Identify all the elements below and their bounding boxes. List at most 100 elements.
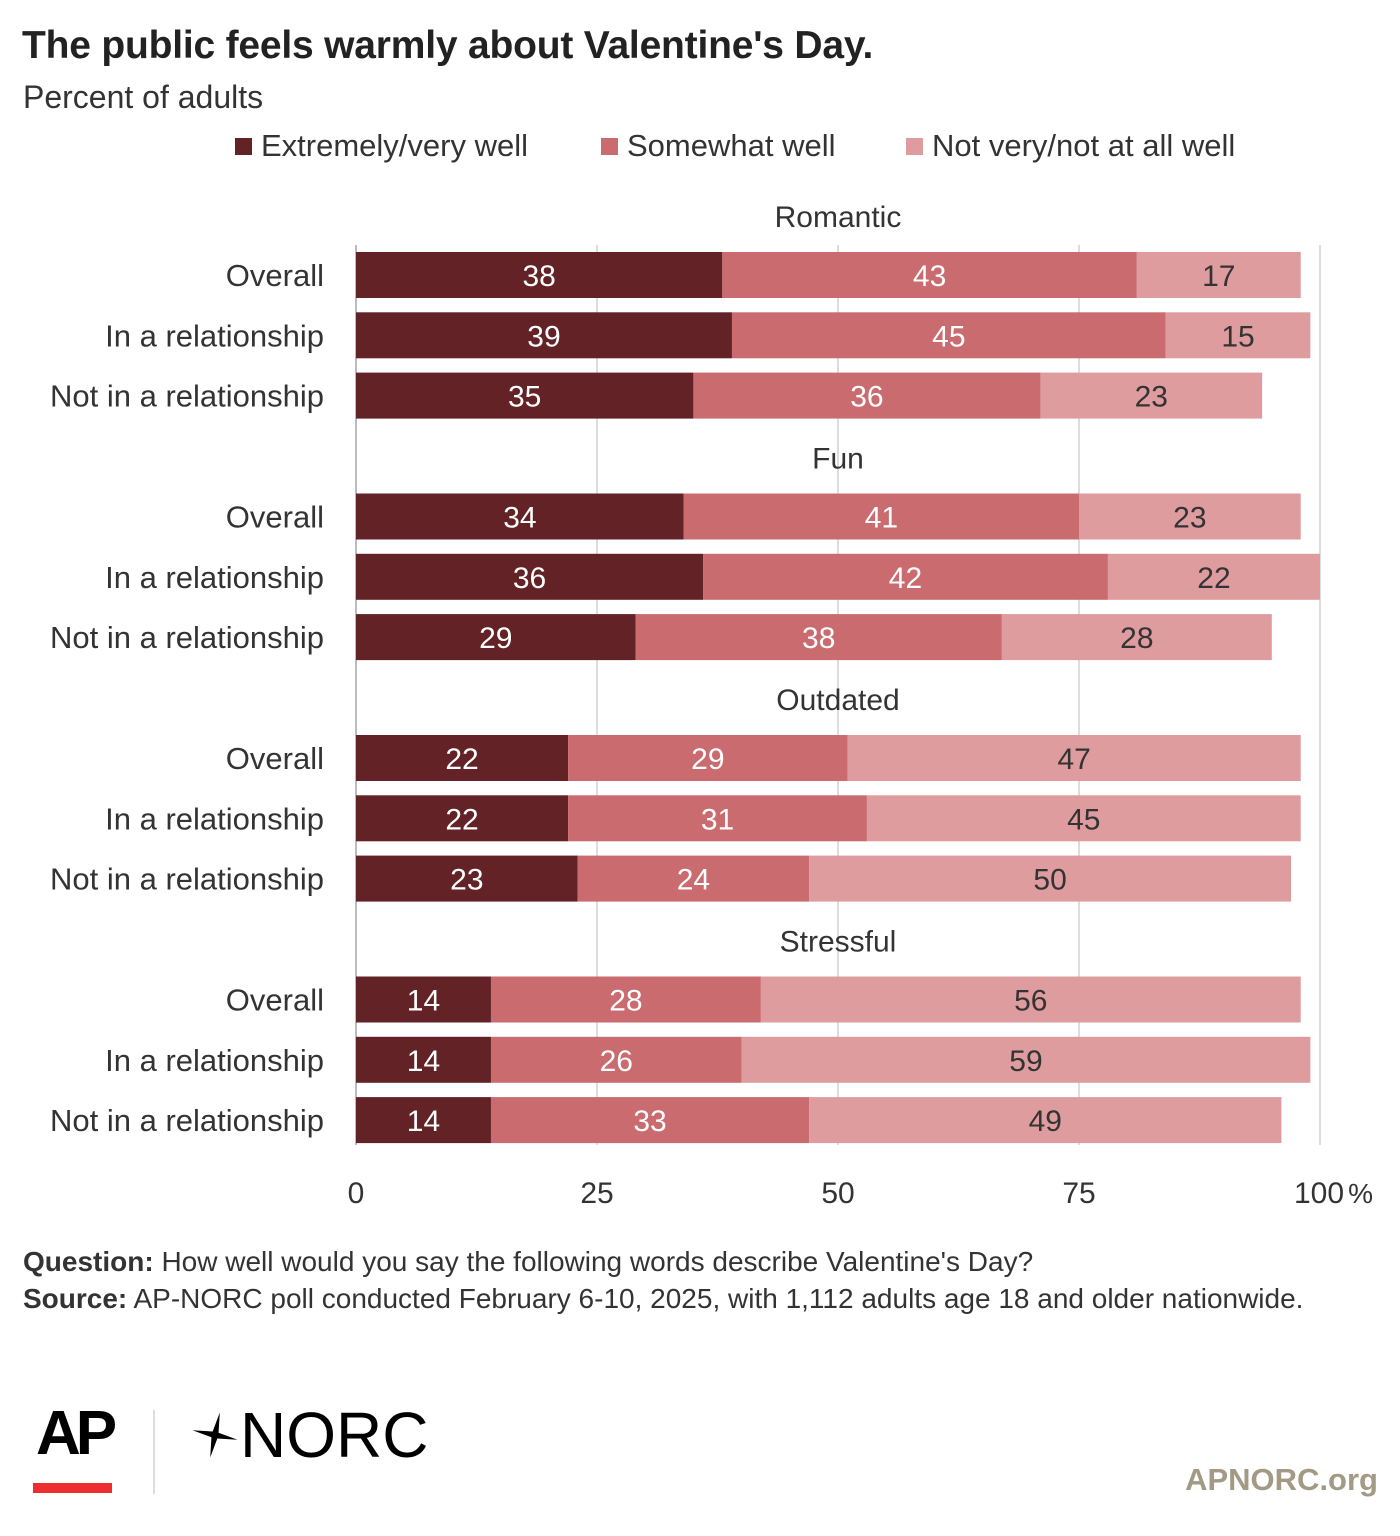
bar-segment bbox=[356, 976, 491, 1023]
data-label: 23 bbox=[1173, 502, 1206, 535]
data-label: 29 bbox=[691, 743, 724, 776]
tick-suffix: % bbox=[1348, 1178, 1373, 1209]
legend-label: Extremely/very well bbox=[261, 128, 528, 163]
data-label: 22 bbox=[445, 803, 478, 836]
bar-segment bbox=[356, 795, 569, 842]
group-title: Romantic bbox=[775, 201, 902, 234]
norc-wordmark: NORC bbox=[240, 1399, 429, 1471]
tick-label: 0 bbox=[348, 1177, 365, 1210]
row-label: Overall bbox=[226, 983, 324, 1018]
bar-segment bbox=[356, 312, 732, 359]
data-label: 17 bbox=[1202, 260, 1235, 293]
group-title: Fun bbox=[812, 443, 864, 476]
norc-logo: NORC bbox=[190, 1400, 428, 1470]
ap-logo-underline bbox=[33, 1483, 112, 1493]
data-label: 14 bbox=[407, 985, 440, 1018]
data-label: 43 bbox=[913, 260, 946, 293]
row-label: In a relationship bbox=[105, 801, 324, 836]
question-text: How well would you say the following wor… bbox=[161, 1246, 1034, 1277]
row-label: Not in a relationship bbox=[50, 379, 324, 414]
data-label: 23 bbox=[1135, 381, 1168, 414]
bar-segment bbox=[731, 312, 1166, 359]
bar-segment bbox=[568, 735, 848, 781]
data-label: 22 bbox=[445, 743, 478, 776]
bar-segment bbox=[577, 855, 810, 902]
bar-segment bbox=[568, 795, 867, 842]
data-label: 36 bbox=[850, 381, 883, 414]
group-title: Stressful bbox=[780, 926, 897, 959]
question-note: Question: How well would you say the fol… bbox=[23, 1243, 1343, 1280]
data-label: 29 bbox=[479, 622, 512, 655]
data-label: 38 bbox=[522, 260, 555, 293]
ap-logo: AP bbox=[36, 1399, 117, 1468]
bar-segment bbox=[356, 372, 694, 419]
data-label: 50 bbox=[1033, 864, 1066, 897]
bar-segment bbox=[635, 614, 1002, 661]
bar-segment bbox=[1079, 493, 1301, 540]
bar-segment bbox=[356, 855, 578, 902]
tick-label: 25 bbox=[580, 1177, 613, 1210]
source-text: AP-NORC poll conducted February 6-10, 20… bbox=[133, 1283, 1304, 1314]
bar-segment bbox=[356, 735, 569, 781]
data-label: 56 bbox=[1014, 985, 1047, 1018]
data-label: 31 bbox=[701, 803, 734, 836]
footnote: Question: How well would you say the fol… bbox=[23, 1243, 1343, 1317]
data-label: 34 bbox=[503, 502, 536, 535]
chart-subtitle: Percent of adults bbox=[23, 79, 264, 115]
legend-swatch bbox=[235, 137, 252, 155]
data-label: 36 bbox=[513, 562, 546, 595]
row-label: In a relationship bbox=[105, 560, 324, 595]
legend-item-not-very-well: Not very/not at all well bbox=[906, 126, 1235, 166]
bar-segment bbox=[809, 855, 1292, 902]
data-label: 26 bbox=[600, 1045, 633, 1078]
bar-segment bbox=[1165, 312, 1311, 359]
data-label: 59 bbox=[1009, 1045, 1042, 1078]
bar-segment bbox=[1040, 372, 1263, 419]
bar-segment bbox=[741, 1036, 1311, 1083]
tick-label: 75 bbox=[1062, 1177, 1095, 1210]
data-label: 23 bbox=[450, 864, 483, 897]
legend-item-extremely-very-well: Extremely/very well bbox=[235, 126, 528, 166]
data-label: 14 bbox=[407, 1045, 440, 1078]
norc-star-icon bbox=[192, 1412, 238, 1458]
bar-segment bbox=[693, 372, 1041, 419]
stacked-bar-chart: Romantic Overall 38 43 17 In a relationship 39… bbox=[50, 201, 1373, 1210]
data-label: 45 bbox=[1067, 803, 1100, 836]
tick-label: 50 bbox=[821, 1177, 854, 1210]
data-label: 39 bbox=[527, 320, 560, 353]
bar-segment bbox=[356, 1036, 491, 1083]
row-label: Overall bbox=[226, 741, 324, 776]
logo-divider bbox=[153, 1410, 155, 1494]
legend-label: Not very/not at all well bbox=[932, 128, 1236, 163]
data-label: 22 bbox=[1197, 562, 1230, 595]
group-title: Outdated bbox=[776, 684, 899, 717]
row-label: Not in a relationship bbox=[50, 862, 324, 897]
legend-item-somewhat-well: Somewhat well bbox=[601, 126, 835, 166]
data-label: 42 bbox=[889, 562, 922, 595]
question-label: Question: bbox=[23, 1246, 154, 1277]
data-label: 33 bbox=[633, 1105, 666, 1138]
bar-segment bbox=[760, 976, 1301, 1023]
legend-swatch bbox=[906, 137, 923, 155]
source-note: Source: AP-NORC poll conducted February … bbox=[23, 1280, 1343, 1317]
data-label: 24 bbox=[677, 864, 710, 897]
legend-swatch bbox=[601, 137, 618, 155]
legend: Extremely/very well Somewhat well Not ve… bbox=[0, 126, 1400, 166]
row-label: Not in a relationship bbox=[50, 620, 324, 655]
bar-segment bbox=[356, 1097, 491, 1144]
bar-segment bbox=[356, 252, 723, 298]
data-label: 47 bbox=[1057, 743, 1090, 776]
data-label: 35 bbox=[508, 381, 541, 414]
bar-segment bbox=[847, 735, 1301, 781]
data-label: 41 bbox=[865, 502, 898, 535]
bar-segment bbox=[356, 553, 704, 600]
bar-segment bbox=[722, 252, 1137, 298]
row-label: Overall bbox=[226, 500, 324, 535]
bar-segment bbox=[703, 553, 1108, 600]
data-label: 14 bbox=[407, 1105, 440, 1138]
row-label: Not in a relationship bbox=[50, 1103, 324, 1138]
bar-segment bbox=[1136, 252, 1301, 298]
bar-segment bbox=[809, 1097, 1282, 1144]
row-label: In a relationship bbox=[105, 1043, 324, 1078]
tick-label: 100% bbox=[1294, 1177, 1373, 1210]
